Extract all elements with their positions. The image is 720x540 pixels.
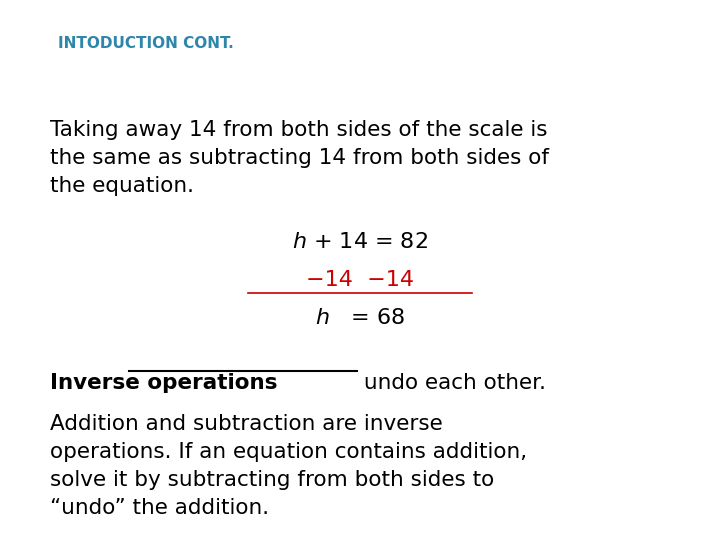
- Text: INTODUCTION CONT.: INTODUCTION CONT.: [58, 37, 233, 51]
- Text: Taking away 14 from both sides of the scale is
the same as subtracting 14 from b: Taking away 14 from both sides of the sc…: [50, 120, 549, 196]
- Text: undo each other.: undo each other.: [356, 373, 546, 393]
- Text: −14  −14: −14 −14: [306, 271, 414, 291]
- Text: Addition and subtraction are inverse
operations. If an equation contains additio: Addition and subtraction are inverse ope…: [50, 414, 528, 518]
- Text: Inverse operations: Inverse operations: [50, 373, 278, 393]
- Text: $h$   = 68: $h$ = 68: [315, 308, 405, 328]
- Text: $h$ + 14 = 82: $h$ + 14 = 82: [292, 232, 428, 252]
